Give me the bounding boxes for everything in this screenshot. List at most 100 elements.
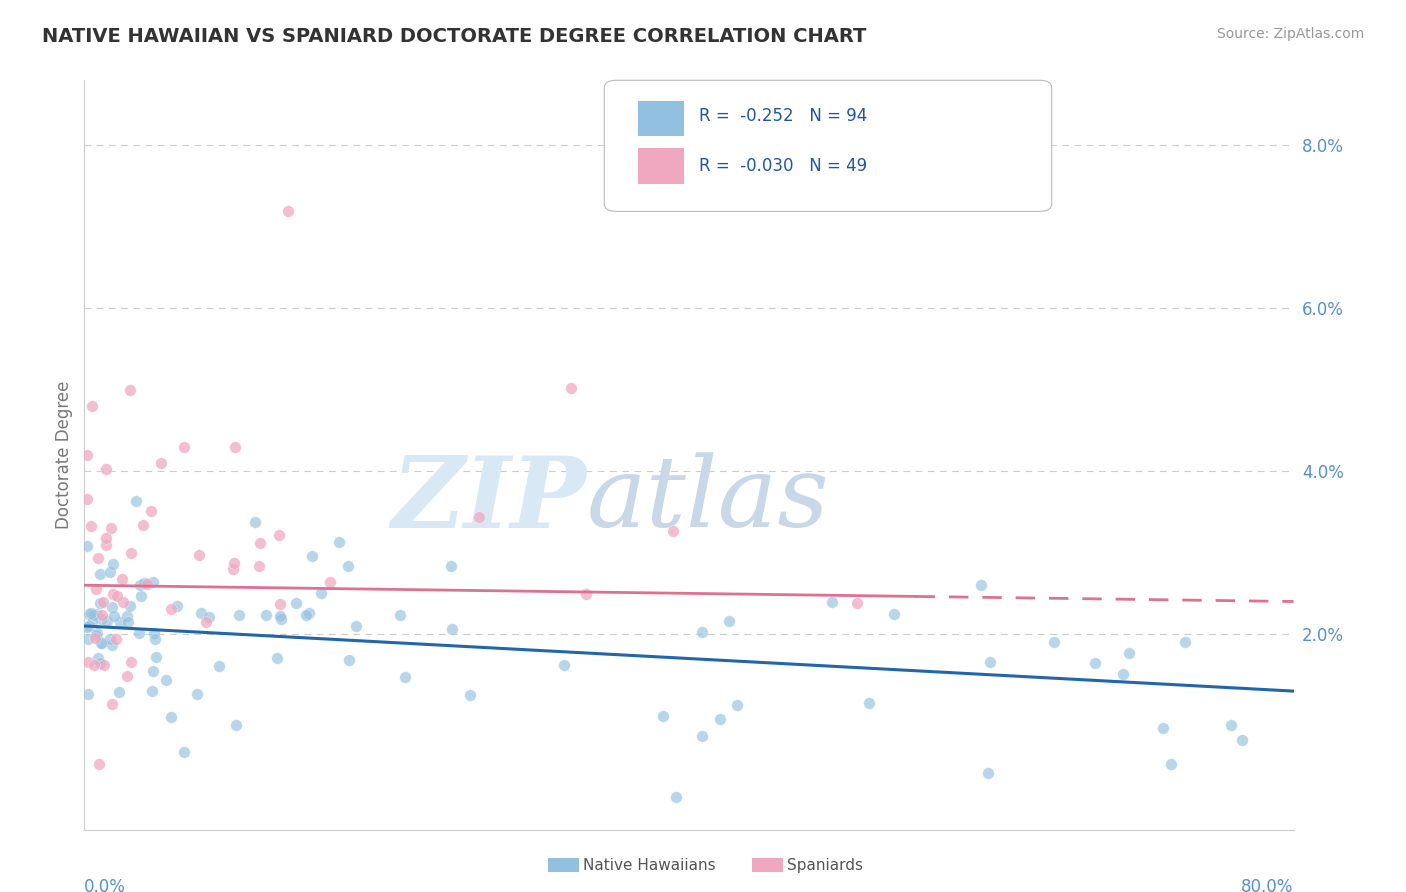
Point <box>560 381 582 395</box>
Point <box>76 491 98 506</box>
Point <box>120 599 142 614</box>
Point <box>243 515 266 529</box>
Point <box>111 572 134 586</box>
Point <box>142 626 165 640</box>
Point <box>267 528 290 542</box>
Point <box>117 615 139 629</box>
Point <box>100 697 122 711</box>
Point <box>132 517 155 532</box>
Point <box>1043 635 1066 649</box>
Point <box>228 608 250 623</box>
Point <box>198 610 221 624</box>
FancyBboxPatch shape <box>605 80 1052 211</box>
Point <box>115 608 138 623</box>
Point <box>222 556 245 570</box>
Point <box>1160 757 1182 772</box>
Point <box>221 562 243 576</box>
Point <box>301 549 323 563</box>
Point <box>96 614 118 628</box>
Point <box>94 462 117 476</box>
Point <box>821 595 844 609</box>
Point <box>100 632 122 646</box>
Point <box>388 608 411 623</box>
Point <box>1174 635 1197 649</box>
Point <box>846 596 869 610</box>
Point <box>142 575 165 590</box>
Point <box>979 655 1001 669</box>
Point <box>1112 666 1135 681</box>
Point <box>690 625 713 640</box>
Text: NATIVE HAWAIIAN VS SPANIARD DOCTORATE DEGREE CORRELATION CHART: NATIVE HAWAIIAN VS SPANIARD DOCTORATE DE… <box>42 27 866 45</box>
Point <box>266 651 288 665</box>
Point <box>883 607 905 621</box>
Point <box>159 601 181 615</box>
Point <box>249 536 271 550</box>
Point <box>105 589 128 603</box>
Point <box>90 612 112 626</box>
Point <box>318 574 340 589</box>
Point <box>100 639 122 653</box>
Point <box>80 519 103 533</box>
Point <box>83 608 105 623</box>
Point <box>575 586 598 600</box>
Point <box>141 684 163 698</box>
Point <box>160 710 183 724</box>
Point <box>101 587 124 601</box>
Point <box>118 383 141 397</box>
Point <box>651 708 673 723</box>
Point <box>858 697 880 711</box>
Point <box>129 590 152 604</box>
Point <box>103 609 125 624</box>
Point <box>108 684 131 698</box>
Point <box>270 612 292 626</box>
Point <box>120 655 142 669</box>
Point <box>79 619 101 633</box>
Point <box>84 582 107 596</box>
Point <box>96 537 118 551</box>
Text: Spaniards: Spaniards <box>787 858 863 872</box>
Point <box>709 712 731 726</box>
Point <box>112 595 135 609</box>
Point <box>104 632 127 646</box>
Point <box>108 615 131 629</box>
Point <box>77 632 100 646</box>
Point <box>166 599 188 614</box>
Point <box>91 595 114 609</box>
Y-axis label: Doctorate Degree: Doctorate Degree <box>55 381 73 529</box>
Point <box>337 653 360 667</box>
Point <box>208 659 231 673</box>
Point <box>337 559 360 574</box>
Point <box>344 619 367 633</box>
Point <box>277 203 299 218</box>
Point <box>186 687 208 701</box>
Point <box>120 546 142 560</box>
Point <box>89 567 111 582</box>
Point <box>142 664 165 678</box>
Point <box>225 718 247 732</box>
Point <box>96 531 118 545</box>
Point <box>139 504 162 518</box>
Point <box>309 586 332 600</box>
Point <box>173 440 195 454</box>
Text: ZIP: ZIP <box>391 451 586 548</box>
Point <box>80 399 103 413</box>
Point <box>82 615 104 629</box>
Point <box>1084 656 1107 670</box>
Point <box>76 687 98 701</box>
Point <box>717 614 740 628</box>
Text: 80.0%: 80.0% <box>1241 879 1294 892</box>
Point <box>80 607 103 621</box>
Point <box>143 632 166 647</box>
Point <box>87 651 110 665</box>
Point <box>76 448 98 462</box>
Point <box>87 757 110 772</box>
Point <box>976 765 998 780</box>
Point <box>128 577 150 591</box>
Point <box>173 745 195 759</box>
Point <box>190 606 212 620</box>
Text: Source: ZipAtlas.com: Source: ZipAtlas.com <box>1216 27 1364 41</box>
Point <box>90 608 112 623</box>
Point <box>135 576 157 591</box>
Point <box>194 615 217 630</box>
Point <box>83 657 105 672</box>
